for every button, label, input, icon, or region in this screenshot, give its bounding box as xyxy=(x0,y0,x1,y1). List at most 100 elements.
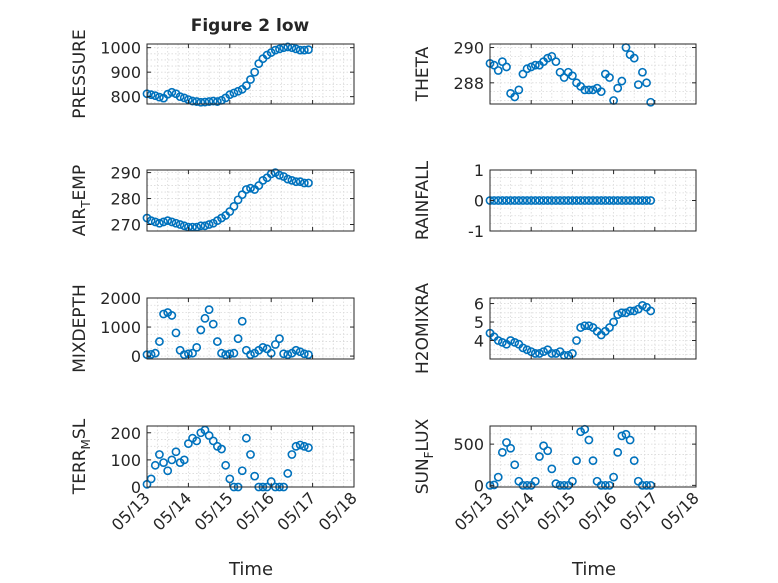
data-point xyxy=(572,456,581,466)
subplot-rainfall: -1 0 1 RAINFALL xyxy=(413,160,697,241)
data-point xyxy=(646,196,656,205)
data-point xyxy=(250,471,260,481)
data-point xyxy=(584,321,594,331)
x-tick-label: 05/15 xyxy=(191,488,237,534)
data-point xyxy=(580,321,590,331)
data-point xyxy=(246,183,255,193)
data-point xyxy=(543,196,553,205)
axes-box xyxy=(489,297,697,360)
data-point xyxy=(295,45,305,55)
data-point xyxy=(299,441,309,451)
ylabel-mixdepth: MIXDEPTH xyxy=(70,284,90,373)
data-point xyxy=(179,93,189,103)
data-point xyxy=(497,447,507,457)
data-point xyxy=(530,476,540,486)
data-point xyxy=(159,458,168,467)
data-point xyxy=(192,342,202,352)
data-point xyxy=(163,466,173,476)
data-point xyxy=(175,220,185,229)
data-point xyxy=(171,328,181,338)
data-point xyxy=(584,196,594,205)
data-point xyxy=(617,308,627,318)
data-point xyxy=(625,306,635,316)
data-point xyxy=(275,44,284,54)
data-point xyxy=(629,456,639,466)
subplot-air-temp: 270 280 290 AIRTEMP xyxy=(70,164,355,236)
data-point xyxy=(605,73,614,82)
data-point xyxy=(646,97,656,107)
y-tick-label: 200 xyxy=(110,424,141,443)
data-point xyxy=(633,196,643,205)
data-point xyxy=(204,305,214,315)
data-point xyxy=(246,450,255,459)
data-point xyxy=(535,196,544,205)
data-point xyxy=(588,456,598,466)
data-point xyxy=(522,196,532,205)
data-point xyxy=(167,217,177,227)
x-tick-label: 05/14 xyxy=(149,488,195,534)
data-point xyxy=(295,177,305,187)
data-point xyxy=(514,196,524,205)
data-point xyxy=(621,308,631,318)
data-point xyxy=(183,439,193,449)
data-point xyxy=(547,51,557,61)
data-point xyxy=(522,64,532,74)
x-tick-label: 05/16 xyxy=(574,488,620,534)
ylabel-theta: THETA xyxy=(413,46,433,102)
data-point xyxy=(291,345,301,355)
data-point xyxy=(568,196,577,205)
data-point xyxy=(241,433,251,443)
data-point xyxy=(150,91,160,101)
data-point xyxy=(530,196,540,205)
data-point xyxy=(613,196,623,205)
y-tick-label: 900 xyxy=(110,63,141,82)
data-point xyxy=(275,334,284,344)
data-point xyxy=(254,181,264,190)
y-tick-label: -1 xyxy=(468,222,484,241)
data-point xyxy=(159,217,168,227)
data-point xyxy=(493,66,503,75)
y-tick-label: 6 xyxy=(474,295,484,314)
data-point xyxy=(221,460,231,470)
y-tick-label: 290 xyxy=(110,164,141,183)
data-point xyxy=(179,455,189,465)
data-point xyxy=(526,196,536,205)
data-point xyxy=(299,178,309,188)
data-point xyxy=(642,78,651,88)
y-tick-label: 0 xyxy=(131,347,141,366)
data-point xyxy=(609,196,618,205)
data-point xyxy=(229,88,239,98)
y-tick-label: 0 xyxy=(474,192,484,211)
ylabel-sun-flux: SUNFLUX xyxy=(413,418,436,494)
data-point xyxy=(502,438,511,447)
data-point xyxy=(559,73,569,82)
y-tick-label: 1000 xyxy=(100,39,141,58)
data-point xyxy=(514,476,524,486)
data-point xyxy=(646,480,656,490)
y-tick-label: 290 xyxy=(453,39,484,58)
data-point xyxy=(563,196,573,205)
data-point xyxy=(283,174,293,184)
data-point xyxy=(167,311,177,320)
data-point xyxy=(175,92,185,102)
data-point xyxy=(617,431,627,441)
data-point xyxy=(535,452,544,461)
data-point xyxy=(237,190,247,200)
subplot-terr-msl: 010020005/1305/1405/1505/1605/1705/18TER… xyxy=(70,418,361,534)
data-point xyxy=(291,441,301,451)
data-point xyxy=(568,71,577,81)
data-point xyxy=(605,480,614,490)
y-tick-label: 0 xyxy=(131,478,141,497)
ylabel-terr-msl: TERRMSL xyxy=(70,418,93,495)
data-point xyxy=(188,348,197,358)
data-point xyxy=(497,196,507,205)
data-point xyxy=(212,337,222,346)
data-point xyxy=(229,201,239,211)
y-tick-label: 2000 xyxy=(100,289,141,308)
data-point xyxy=(283,469,293,478)
data-point xyxy=(291,44,301,54)
data-point xyxy=(510,337,520,347)
data-point xyxy=(633,80,643,89)
data-point xyxy=(502,196,511,205)
data-point xyxy=(539,196,548,205)
